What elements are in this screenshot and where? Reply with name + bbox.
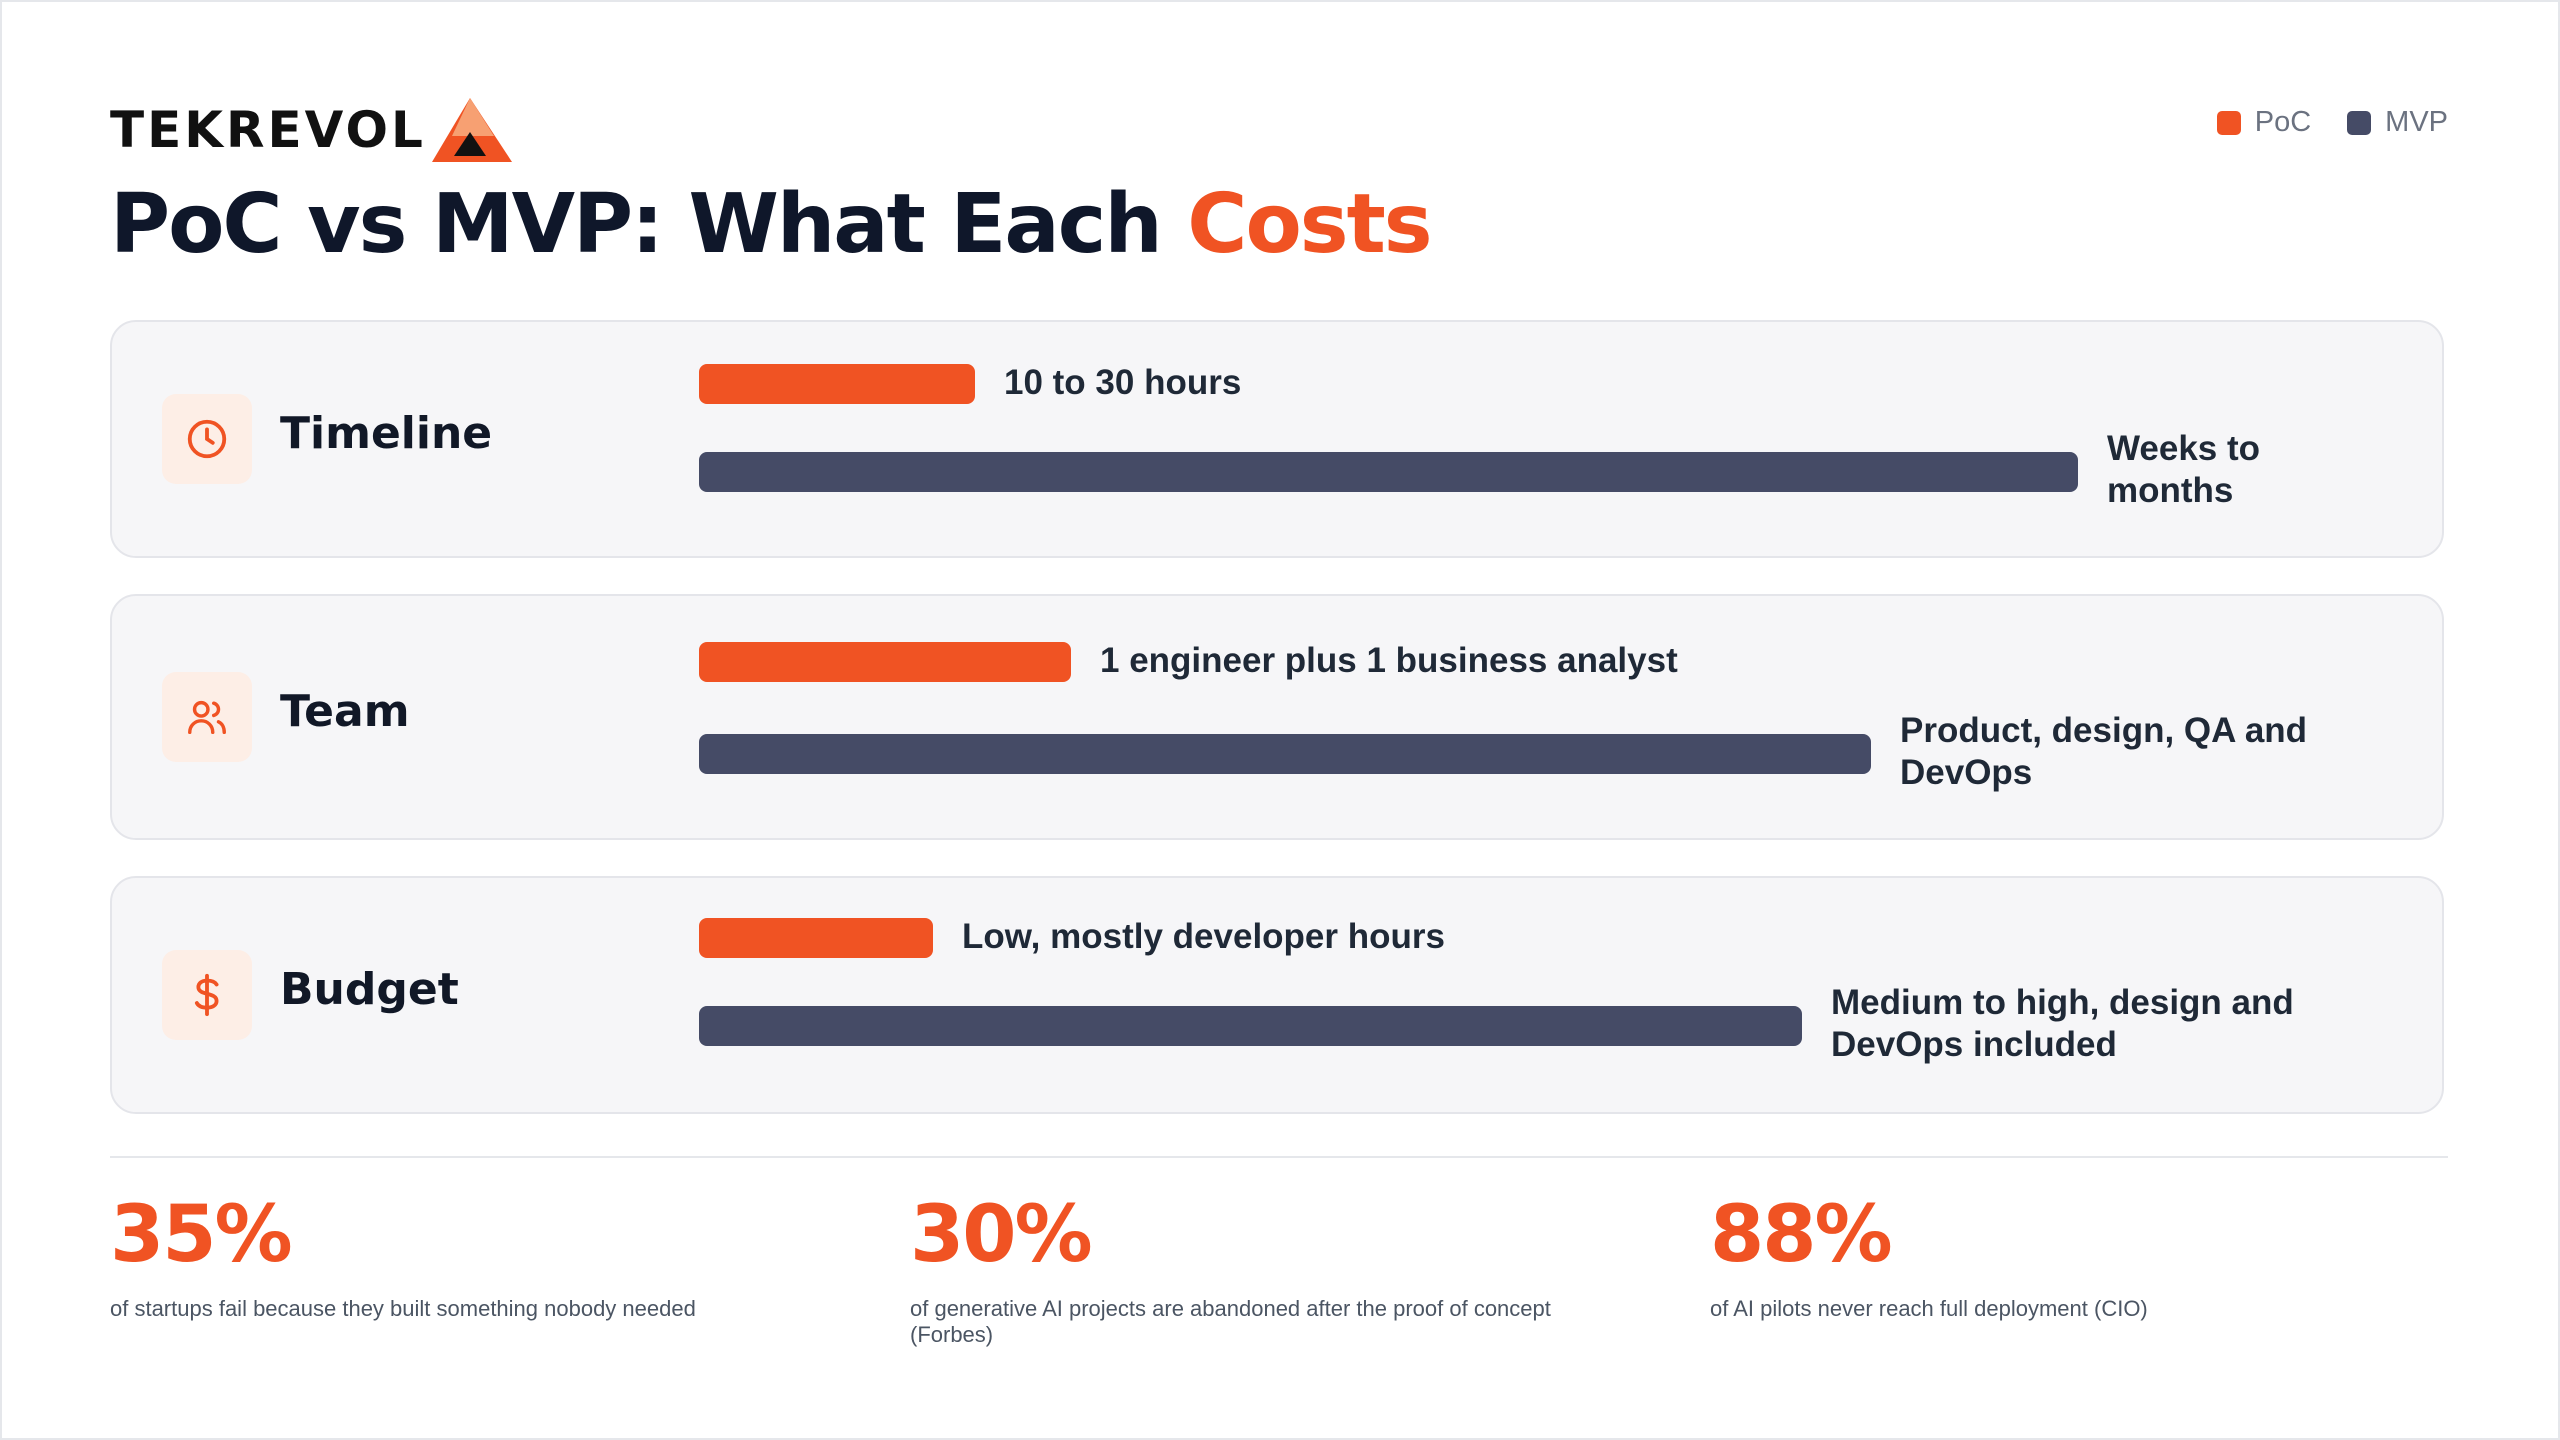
chart-legend: PoC MVP xyxy=(2216,106,2448,139)
bar-mvp-team xyxy=(699,734,1871,774)
stat-text-1: of startups fail because they built some… xyxy=(110,1296,696,1321)
logo-text: TEKREVOL xyxy=(110,101,426,159)
team-icon-box xyxy=(162,672,252,762)
bar-label-mvp-budget: Medium to high, design and DevOps includ… xyxy=(1831,983,2294,1064)
legend-swatch-mvp xyxy=(2347,110,2372,135)
title-accent: Costs xyxy=(1187,177,1432,272)
bar-label-poc-budget: Low, mostly developer hours xyxy=(962,917,1445,956)
timeline-icon-box xyxy=(162,394,252,484)
logo-triangle-icon xyxy=(431,98,512,162)
brand-logo: TEKREVOL xyxy=(110,95,514,165)
dollar-icon xyxy=(194,973,219,1017)
stat-block-3: 88% of AI pilots never reach full deploy… xyxy=(1710,1196,2440,1322)
clock-icon xyxy=(187,419,227,459)
stat-text-3: of AI pilots never reach full deployment… xyxy=(1710,1296,2148,1321)
bar-label-poc-timeline: 10 to 30 hours xyxy=(1004,363,1242,402)
stat-value-1: 35% xyxy=(110,1190,293,1280)
bar-poc-budget xyxy=(699,918,933,958)
legend-swatch-poc xyxy=(2216,110,2241,135)
legend-item-poc: PoC xyxy=(2216,106,2312,139)
stat-text-2: of generative AI projects are abandoned … xyxy=(910,1296,1551,1347)
row-label-budget: Budget xyxy=(280,964,459,1015)
bar-label-mvp-team: Product, design, QA and DevOps xyxy=(1900,711,2308,792)
bar-mvp-timeline xyxy=(699,452,2078,492)
bar-poc-timeline xyxy=(699,364,975,404)
bar-poc-team xyxy=(699,642,1071,682)
title-main: PoC vs MVP: What Each xyxy=(110,177,1188,272)
page-title: PoC vs MVP: What Each Costs xyxy=(110,177,1433,272)
bar-mvp-budget xyxy=(699,1006,1802,1046)
legend-label-poc: PoC xyxy=(2254,106,2312,138)
users-icon xyxy=(188,700,226,735)
stat-value-3: 88% xyxy=(1710,1190,1893,1280)
stat-block-2: 30% of generative AI projects are abando… xyxy=(910,1196,1640,1348)
legend-label-mvp: MVP xyxy=(2385,106,2448,138)
row-card-budget: Budget Low, mostly developer hours Mediu… xyxy=(110,876,2444,1114)
stat-value-2: 30% xyxy=(910,1190,1093,1280)
row-card-team: Team 1 engineer plus 1 business analyst … xyxy=(110,594,2444,840)
row-label-timeline: Timeline xyxy=(280,408,493,459)
bar-label-mvp-timeline: Weeks to months xyxy=(2107,429,2261,510)
row-card-timeline: Timeline 10 to 30 hours Weeks to months xyxy=(110,320,2444,558)
budget-icon-box xyxy=(162,950,252,1040)
legend-item-mvp: MVP xyxy=(2347,106,2448,139)
stat-block-1: 35% of startups fail because they built … xyxy=(110,1196,840,1322)
bar-label-poc-team: 1 engineer plus 1 business analyst xyxy=(1100,641,1678,680)
row-label-team: Team xyxy=(280,686,410,737)
stats-divider xyxy=(110,1156,2448,1158)
